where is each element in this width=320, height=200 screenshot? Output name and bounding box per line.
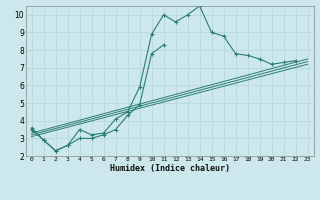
X-axis label: Humidex (Indice chaleur): Humidex (Indice chaleur) <box>109 164 230 173</box>
